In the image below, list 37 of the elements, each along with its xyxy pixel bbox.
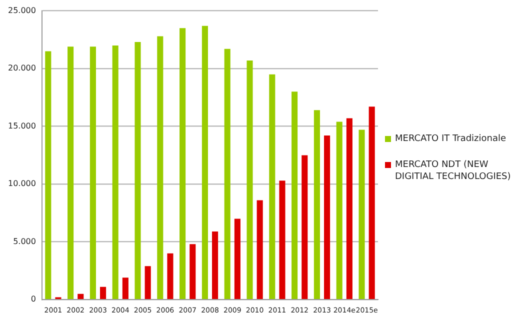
- bar: [224, 48, 230, 299]
- bar: [112, 45, 118, 299]
- bar: [256, 200, 263, 299]
- bar: [358, 130, 365, 299]
- bar: [279, 180, 286, 299]
- bar: [134, 42, 141, 299]
- y-tick-label: 25.000: [8, 6, 36, 15]
- bar: [212, 231, 218, 299]
- bar: [269, 74, 276, 299]
- bar: [122, 278, 128, 299]
- y-tick-label: 10.000: [8, 179, 36, 188]
- bar: [346, 118, 352, 299]
- bar: [246, 60, 253, 299]
- bar: [167, 253, 174, 299]
- y-tick-label: 0: [30, 294, 36, 304]
- bar: [144, 266, 151, 299]
- bar: [292, 92, 298, 299]
- bar: [180, 28, 186, 299]
- bar: [68, 46, 74, 299]
- bar: [302, 155, 308, 299]
- bar: [336, 122, 342, 299]
- bar: [234, 218, 240, 299]
- y-tick-label: 5.000: [13, 236, 36, 246]
- bar: [90, 46, 96, 299]
- bar: [100, 286, 106, 299]
- bar: [78, 294, 84, 299]
- legend-label: MERCATO IT Tradizionale: [395, 133, 506, 145]
- bar: [157, 36, 164, 299]
- bar: [314, 110, 320, 299]
- bar: [202, 26, 208, 299]
- y-tick-label: 15.000: [8, 121, 36, 130]
- legend-label: MERCATO NDT (NEW DIGITIAL TECHNOLOGIES): [395, 159, 512, 183]
- bar: [190, 244, 196, 299]
- bar: [324, 136, 330, 299]
- bar: [45, 51, 52, 299]
- y-tick-label: 20.000: [8, 64, 36, 73]
- bar: [368, 106, 375, 299]
